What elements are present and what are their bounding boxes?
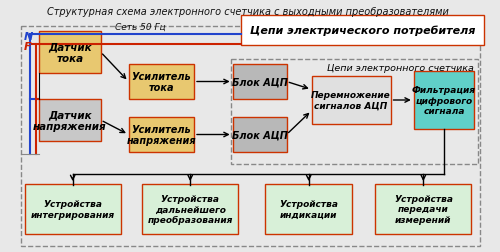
Text: Сеть 50 Гц: Сеть 50 Гц xyxy=(115,23,166,32)
FancyBboxPatch shape xyxy=(128,117,194,152)
FancyBboxPatch shape xyxy=(39,32,100,74)
Text: Цепи электрического потребителя: Цепи электрического потребителя xyxy=(250,26,476,36)
FancyBboxPatch shape xyxy=(312,77,390,124)
FancyBboxPatch shape xyxy=(142,184,238,234)
FancyBboxPatch shape xyxy=(232,65,286,100)
Text: N: N xyxy=(24,32,33,42)
FancyBboxPatch shape xyxy=(232,117,286,152)
FancyBboxPatch shape xyxy=(375,184,472,234)
Text: Структурная схема электронного счетчика с выходными преобразователями: Структурная схема электронного счетчика … xyxy=(47,7,449,17)
Text: Устройства
интегрирования: Устройства интегрирования xyxy=(30,200,115,219)
Text: F: F xyxy=(24,42,31,52)
FancyBboxPatch shape xyxy=(242,16,484,46)
FancyBboxPatch shape xyxy=(24,184,121,234)
FancyBboxPatch shape xyxy=(414,72,474,130)
Text: Устройства
индикации: Устройства индикации xyxy=(279,200,338,219)
Text: Устройства
передачи
измерений: Устройства передачи измерений xyxy=(394,194,453,224)
Text: Датчик
тока: Датчик тока xyxy=(48,42,92,64)
Text: Перемножение
сигналов АЦП: Перемножение сигналов АЦП xyxy=(311,91,391,110)
Text: Фильтрация
цифрового
сигнала: Фильтрация цифрового сигнала xyxy=(412,86,476,115)
Bar xyxy=(230,60,478,164)
Text: Датчик
напряжения: Датчик напряжения xyxy=(33,110,106,131)
Text: Устройства
дальнейшего
преобразования: Устройства дальнейшего преобразования xyxy=(148,194,233,224)
Text: Усилитель
напряжения: Усилитель напряжения xyxy=(126,124,196,146)
FancyBboxPatch shape xyxy=(39,100,100,141)
FancyBboxPatch shape xyxy=(266,184,352,234)
FancyBboxPatch shape xyxy=(128,65,194,100)
Bar xyxy=(20,27,480,246)
Text: Блок АЦП: Блок АЦП xyxy=(232,130,287,140)
Text: Цепи электронного счетчика: Цепи электронного счетчика xyxy=(326,64,474,73)
Text: Усилитель
тока: Усилитель тока xyxy=(132,71,191,93)
Text: Блок АЦП: Блок АЦП xyxy=(232,77,287,87)
